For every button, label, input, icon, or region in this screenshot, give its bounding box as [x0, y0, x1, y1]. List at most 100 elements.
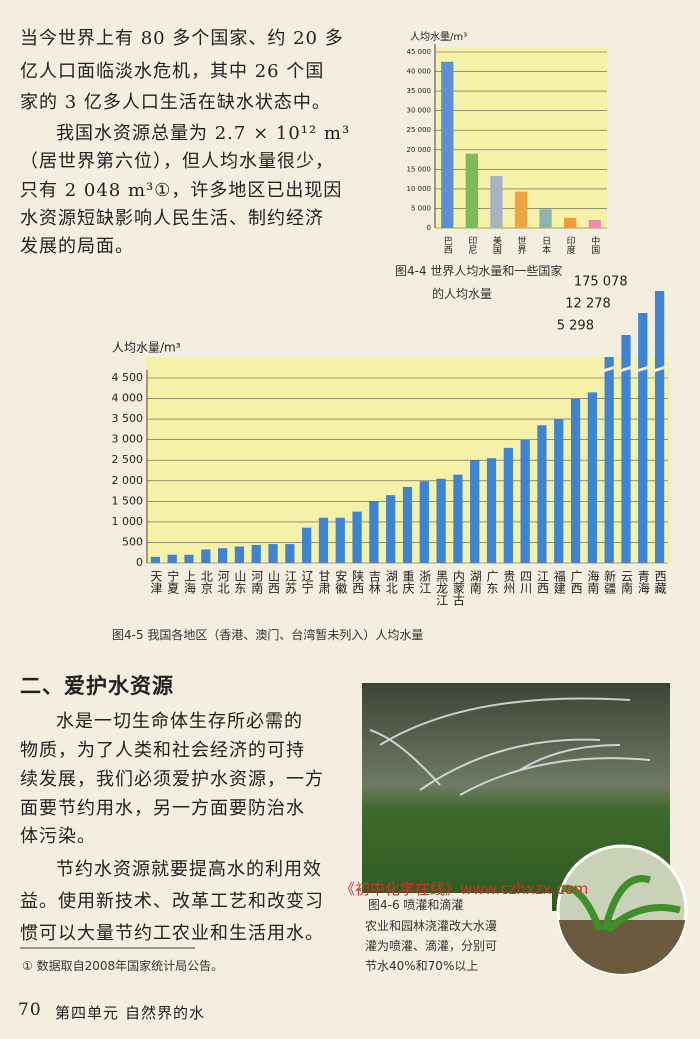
x-tick-label: 巴西	[442, 236, 453, 255]
x-tick-label: 印尼	[466, 235, 477, 255]
x-tick-label: 上海	[183, 570, 197, 594]
x-tick-label: 北京	[199, 570, 213, 595]
x-tick-label: 贵州	[502, 570, 516, 594]
bar	[520, 439, 530, 563]
x-tick-label: 山东	[233, 570, 247, 594]
footnote: ① 数据取自2008年国家统计局公告。	[22, 959, 224, 973]
y-tick-label: 15 000	[407, 165, 432, 173]
bar	[251, 544, 261, 563]
x-tick-label: 浙江	[418, 570, 432, 594]
x-tick-label: 福建	[552, 569, 566, 595]
bar	[588, 219, 601, 228]
paragraph-line: （居世界第六位），但人均水量很少，	[20, 151, 334, 172]
axis-break	[616, 364, 636, 374]
x-tick-label: 湖北	[384, 569, 398, 595]
x-tick-label: 印度	[565, 235, 576, 255]
x-tick-label: 内蒙古	[451, 570, 465, 606]
y-tick-label: 0	[427, 224, 431, 232]
y-axis-label: 人均水量/m³	[112, 341, 181, 355]
y-tick-label: 45 000	[407, 48, 432, 56]
y-tick-label: 25 000	[407, 126, 432, 134]
figure-caption: 图4-4 世界人均水量和一些国家	[395, 264, 563, 278]
paragraph-line: 节约水资源就要提高水的利用效	[56, 859, 322, 880]
axis-break	[649, 364, 670, 374]
bar	[514, 191, 528, 228]
y-tick-label: 0	[136, 556, 143, 569]
bar	[369, 501, 379, 563]
bar	[486, 458, 497, 563]
bar	[554, 419, 564, 563]
bar	[302, 527, 312, 563]
axis-break	[633, 364, 653, 374]
y-tick-label: 4 000	[112, 392, 144, 405]
y-tick-label: 2 000	[112, 474, 144, 487]
x-tick-label: 重庆	[401, 570, 415, 594]
bar	[638, 313, 648, 563]
x-tick-label: 吉林	[367, 570, 381, 594]
bar	[234, 546, 245, 563]
figure-caption: 图4-5 我国各地区（香港、澳门、台湾暂未列入）人均水量	[112, 628, 424, 642]
y-tick-label: 3 000	[112, 433, 144, 446]
bar	[539, 209, 552, 228]
bar	[352, 511, 362, 563]
x-tick-label: 山西	[267, 570, 281, 594]
value-label: 5 298	[557, 319, 594, 334]
bar	[604, 357, 614, 563]
y-tick-label: 20 000	[407, 146, 432, 154]
photo-description: 节水40%和70%以上	[365, 959, 479, 973]
x-tick-label: 陕西	[351, 569, 365, 594]
bar	[335, 517, 345, 563]
bar	[441, 61, 454, 229]
y-tick-label: 2 500	[112, 453, 144, 466]
y-tick-label: 3 500	[112, 412, 144, 425]
bar	[184, 554, 194, 563]
y-tick-label: 4 500	[112, 371, 144, 384]
footer-unit: 第四单元	[55, 1004, 120, 1022]
x-tick-label: 湖南	[468, 569, 482, 594]
paragraph-line: 惯可以大量节约工农业和生活用水。	[20, 923, 324, 944]
x-tick-label: 江西	[535, 570, 549, 594]
y-axis-label: 人均水量/m³	[410, 31, 467, 43]
photo-caption: 图4-6 喷灌和滴灌	[368, 898, 464, 912]
bar	[419, 481, 429, 563]
x-tick-label: 中国	[589, 235, 600, 255]
y-tick-label: 1 000	[112, 515, 144, 528]
paragraph-line: 只有 2 048 m³①，许多地区已出现因	[20, 180, 343, 201]
x-tick-label: 安徽	[334, 569, 348, 594]
bar	[465, 153, 478, 228]
value-label: 12 278	[565, 297, 611, 312]
x-tick-label: 新疆	[603, 569, 617, 594]
y-tick-label: 1 500	[112, 494, 144, 507]
paragraph-line: 亿人口面临淡水危机，其中 26 个国	[20, 61, 325, 82]
y-tick-label: 500	[122, 535, 143, 548]
bar	[318, 517, 329, 563]
x-tick-label: 广西	[569, 570, 583, 594]
paragraph-line: 当今世界上有 80 多个国家、约 20 多	[20, 28, 344, 49]
bar	[150, 556, 161, 563]
footer-title: 自然界的水	[125, 1004, 206, 1022]
paragraph-line: 我国水资源总量为 2.7 × 10¹² m³	[56, 123, 351, 144]
y-tick-label: 10 000	[407, 185, 432, 193]
x-tick-label: 美国	[491, 235, 502, 255]
paragraph-line: 水是一切生命体生存所必需的	[56, 711, 303, 732]
bar	[268, 544, 278, 563]
section-heading: 二、爱护水资源	[20, 674, 174, 698]
x-tick-label: 四川	[519, 570, 533, 594]
x-tick-label: 西藏	[653, 570, 667, 595]
watermark: 《初中化学在线》www.czhxzx.com	[340, 880, 589, 898]
y-tick-label: 35 000	[407, 87, 432, 95]
paragraph-line: 家的 3 亿多人口生活在缺水状态中。	[20, 92, 331, 113]
bar	[621, 335, 631, 563]
paragraph-line: 面要节约用水，另一方面要防治水	[20, 798, 305, 819]
bar	[453, 474, 463, 563]
bar	[470, 460, 480, 563]
spray	[369, 697, 651, 796]
paragraph-line: 益。使用新技术、改革工艺和改变习	[20, 891, 324, 912]
x-tick-label: 日本	[540, 236, 551, 255]
bar	[386, 495, 396, 563]
paragraph-line: 发展的局面。	[20, 236, 134, 257]
bar	[564, 217, 577, 228]
x-tick-label: 广东	[485, 570, 499, 594]
paragraph-line: 体污染。	[20, 826, 96, 847]
x-tick-label: 青海	[636, 570, 650, 594]
